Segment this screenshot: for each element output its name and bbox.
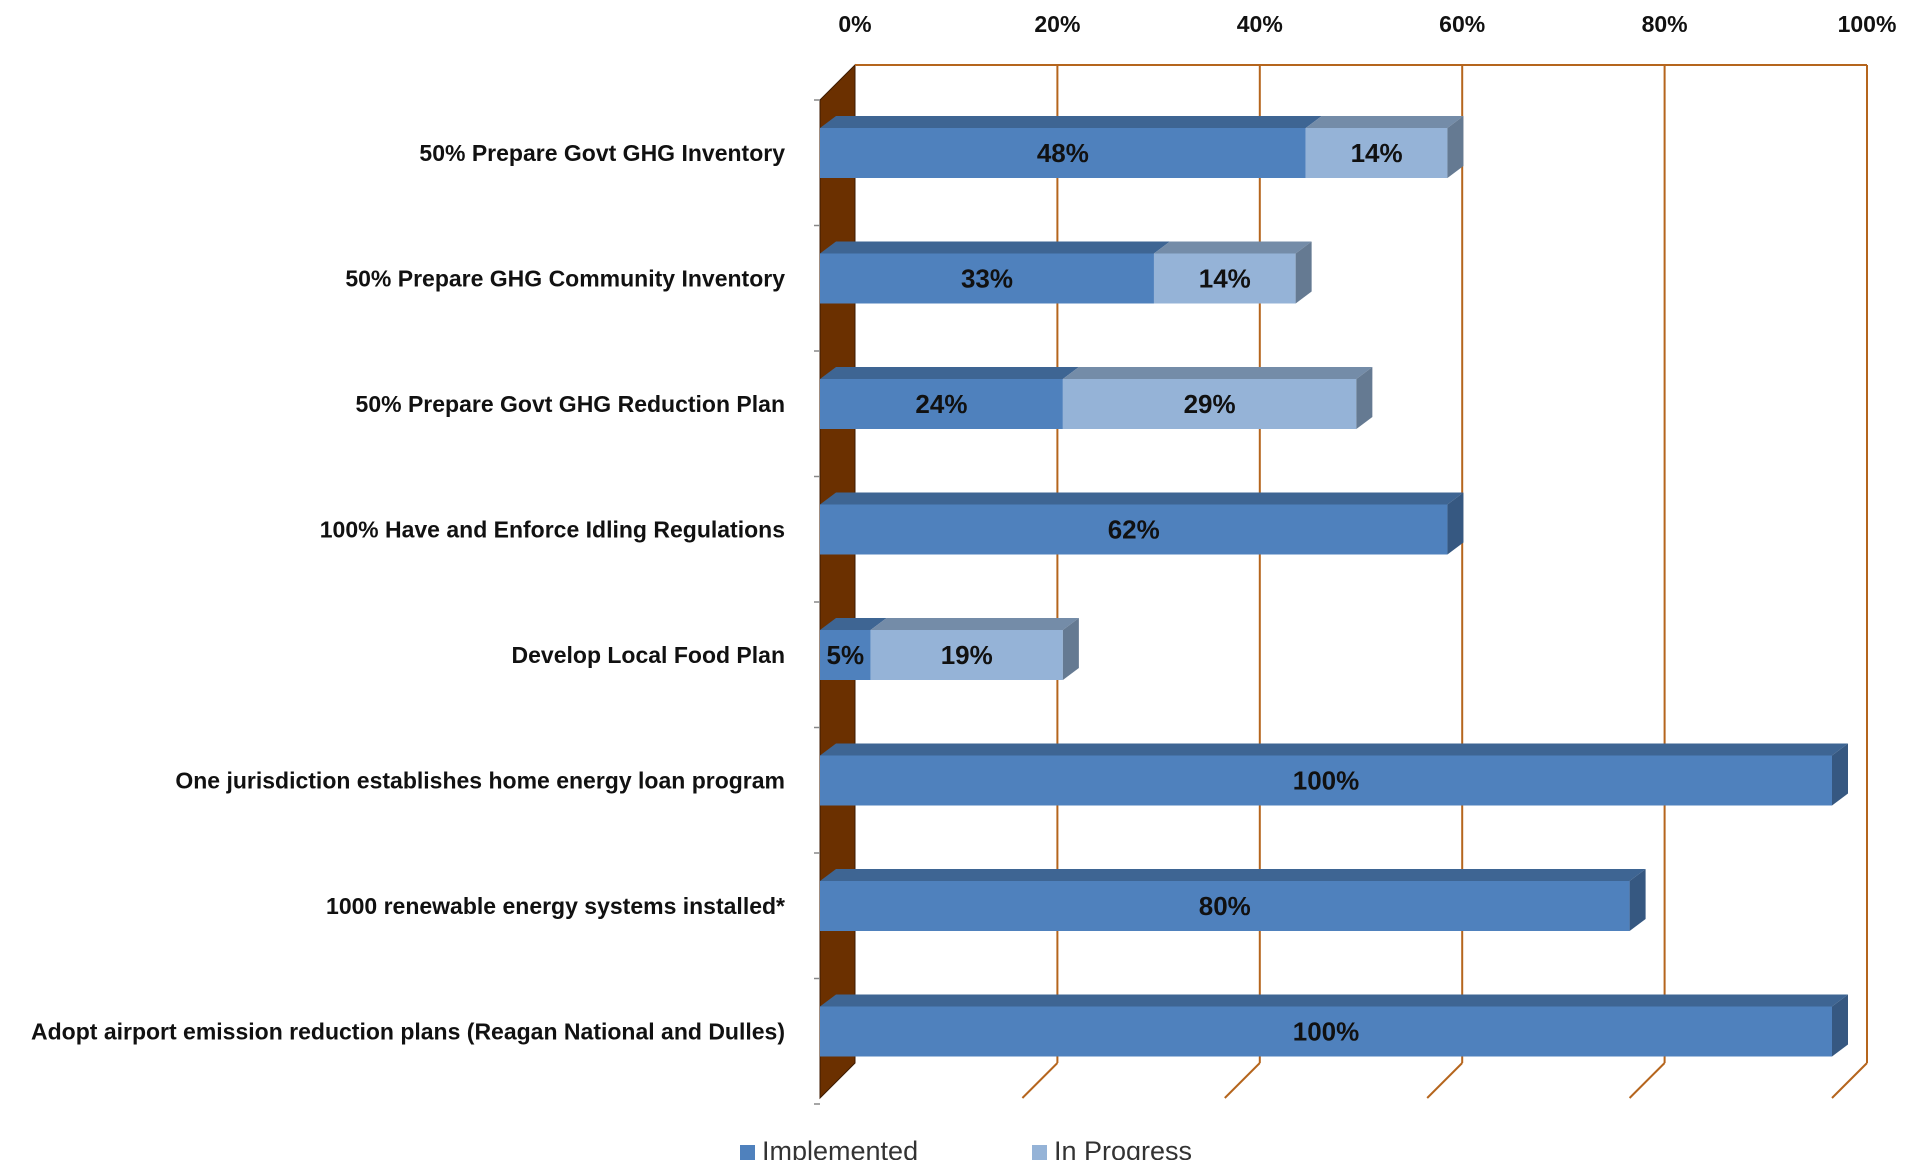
- bar-implemented: [820, 241, 1170, 304]
- bar-implemented: [820, 618, 887, 680]
- x-tick-label: 40%: [1237, 11, 1283, 37]
- floor-gridline: [1224, 1062, 1261, 1099]
- floor-gridline: [1831, 1062, 1868, 1099]
- category-label: 100% Have and Enforce Idling Regulations: [320, 517, 785, 543]
- category-label: One jurisdiction establishes home energy…: [175, 768, 785, 794]
- data-label: 19%: [941, 640, 993, 670]
- side-wall: [819, 63, 856, 1100]
- legend-label-implemented: Implemented: [762, 1136, 918, 1160]
- bar-implemented: [820, 367, 1079, 429]
- data-label: 14%: [1351, 138, 1403, 168]
- data-label: 14%: [1199, 264, 1251, 294]
- x-tick-label: 20%: [1034, 11, 1080, 37]
- data-label: 100%: [1293, 766, 1360, 796]
- bar-in-progress: [1153, 241, 1312, 304]
- legend-swatch-in-progress: [1032, 1145, 1047, 1160]
- bar-in-progress: [1062, 367, 1373, 429]
- data-label: 62%: [1108, 515, 1160, 545]
- labels: 0% 20% 40% 60% 80% 100% 50% Prepare Govt GHG I…: [31, 11, 1896, 1047]
- x-tick-label: 0%: [838, 11, 871, 37]
- axis-wall: [814, 63, 856, 1105]
- category-label: Adopt airport emission reduction plans (…: [31, 1019, 785, 1045]
- floor-gridline: [1426, 1062, 1463, 1099]
- bar-implemented: [820, 492, 1464, 555]
- data-label: 24%: [915, 389, 967, 419]
- data-label: 100%: [1293, 1017, 1360, 1047]
- bar-implemented: [820, 994, 1848, 1057]
- legend: Implemented In Progress: [740, 1136, 1192, 1160]
- floor-gridline: [1628, 1062, 1666, 1099]
- x-tick-label: 100%: [1838, 11, 1897, 37]
- bar-implemented: [820, 116, 1322, 178]
- category-label: 1000 renewable energy systems installed*: [326, 893, 785, 919]
- legend-swatch-implemented: [740, 1145, 755, 1160]
- floor-gridline: [1021, 1062, 1059, 1099]
- x-tick-label: 80%: [1642, 11, 1688, 37]
- gridlines: [855, 64, 1868, 1099]
- bars: [820, 116, 1848, 1057]
- data-label: 48%: [1037, 138, 1089, 168]
- bar-in-progress: [870, 618, 1079, 680]
- category-label: 50% Prepare Govt GHG Reduction Plan: [356, 391, 785, 417]
- data-label: 5%: [827, 640, 865, 670]
- category-label: 50% Prepare GHG Community Inventory: [345, 266, 785, 292]
- bar-in-progress: [1305, 116, 1464, 178]
- bar-implemented: [820, 743, 1848, 806]
- legend-label-in-progress: In Progress: [1054, 1136, 1192, 1160]
- bar-implemented: [820, 869, 1646, 931]
- category-label: Develop Local Food Plan: [512, 642, 785, 668]
- data-label: 80%: [1199, 891, 1251, 921]
- data-label: 33%: [961, 264, 1013, 294]
- x-tick-label: 60%: [1439, 11, 1485, 37]
- data-label: 29%: [1184, 389, 1236, 419]
- category-label: 50% Prepare Govt GHG Inventory: [419, 140, 785, 166]
